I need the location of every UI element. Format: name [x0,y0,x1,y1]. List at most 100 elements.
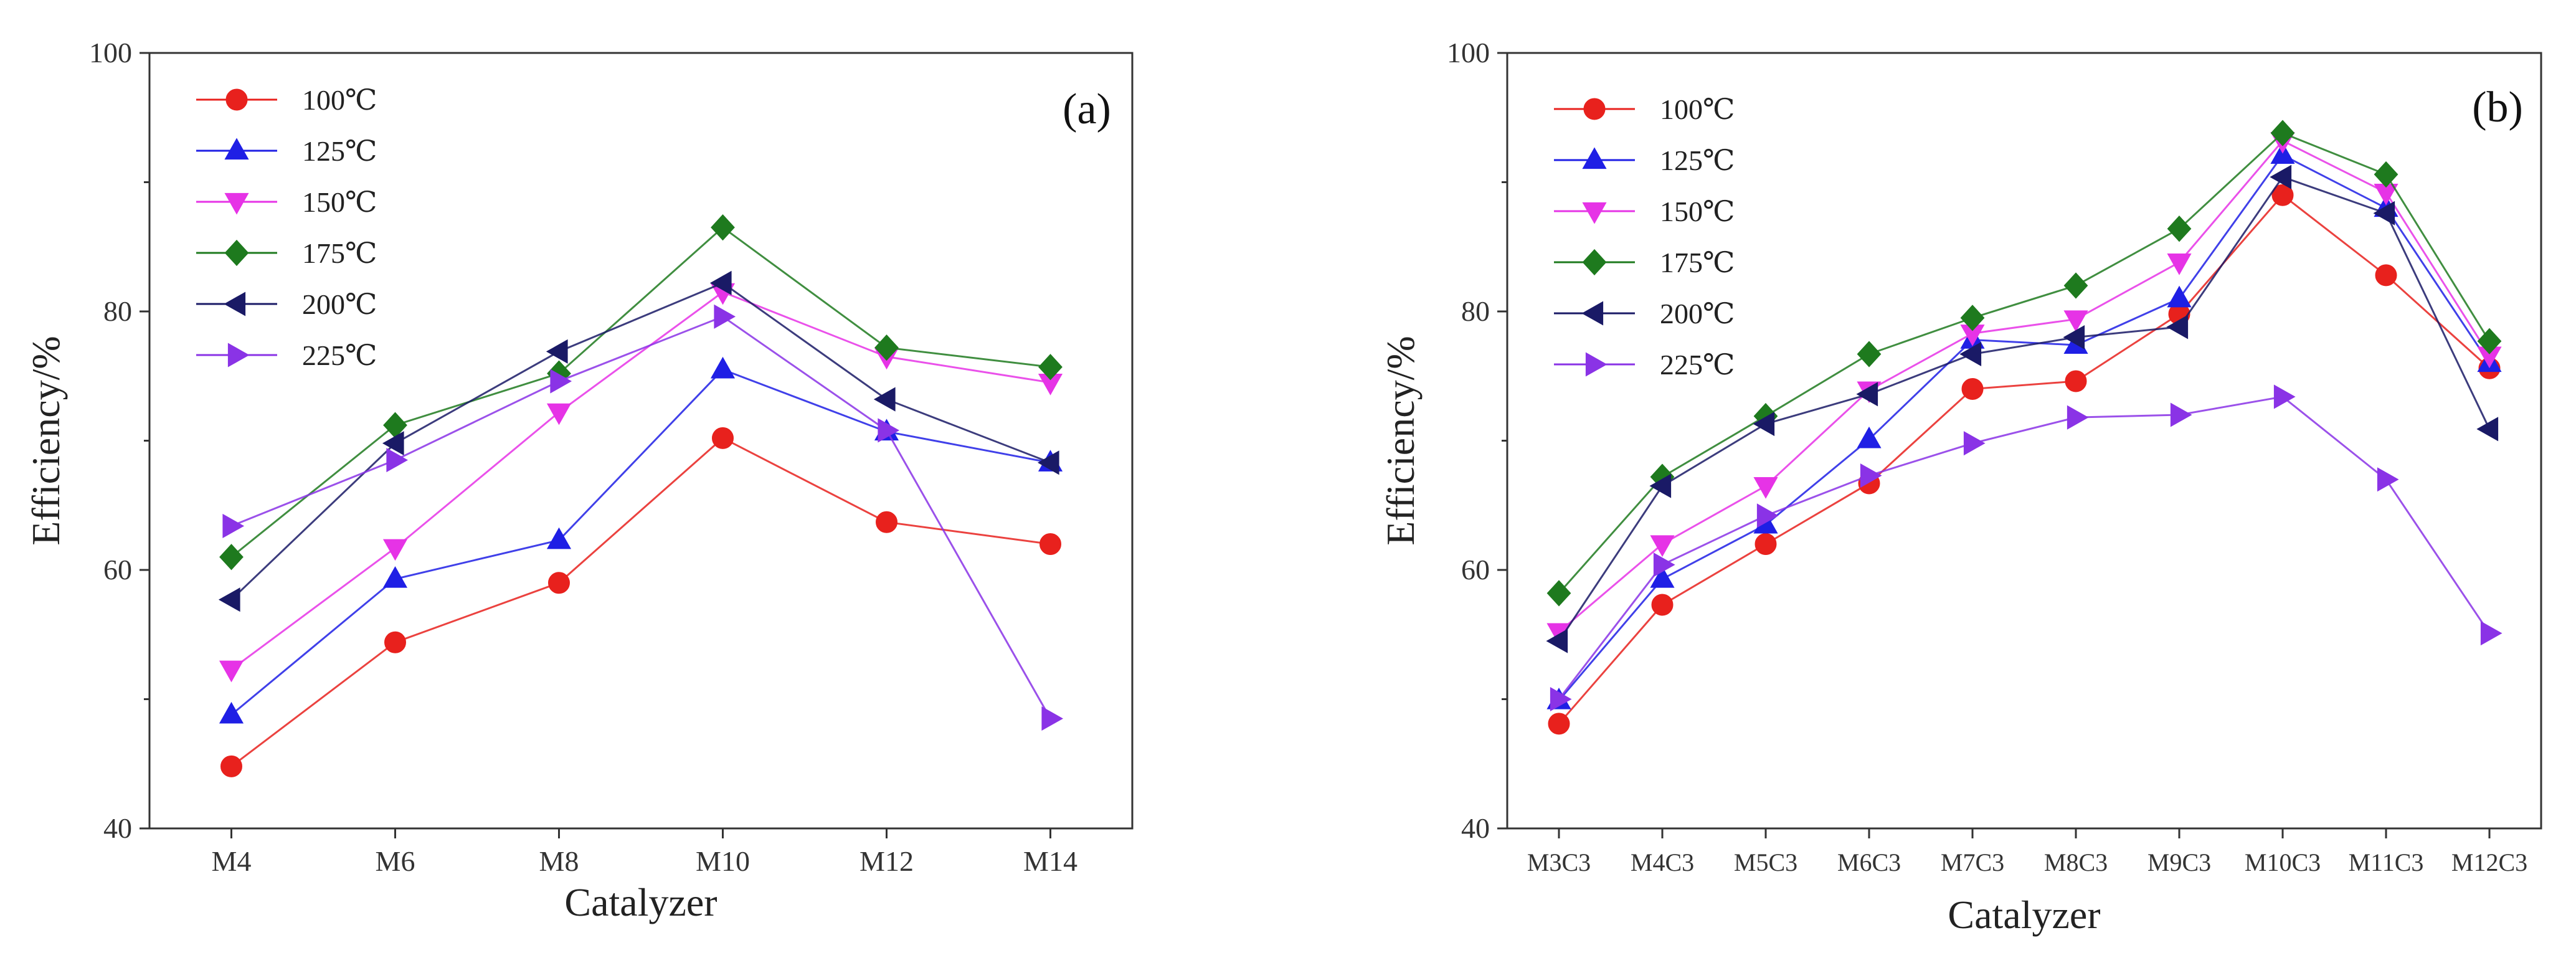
data-point [2271,184,2294,206]
series-a-1 [219,356,1063,724]
x-tick-label: M12C3 [2451,848,2527,876]
legend-label: 200℃ [1660,298,1735,330]
data-point [1961,378,1984,400]
panel-label-b: (b) [2472,83,2523,131]
legend-marker [224,292,246,316]
data-point [2063,272,2088,299]
data-point [2167,216,2192,242]
data-point [2166,315,2189,339]
data-point [2270,164,2292,189]
data-point [876,511,897,533]
data-point [1651,594,1674,616]
data-point [2477,328,2502,354]
data-point [1550,686,1572,712]
legend-label: 125℃ [302,135,377,167]
series-line [230,226,1051,558]
data-point [2065,370,2087,392]
data-point [548,572,570,594]
data-point [2270,120,2295,146]
data-point [2063,310,2088,333]
legend-b: 100℃ 125℃ 150℃ 175℃ 200℃ 225℃ [1554,93,1735,381]
x-axis-title: Catalyzer [564,880,717,924]
data-point [222,513,245,539]
legend-marker [1581,301,1604,326]
data-point [1650,535,1675,557]
series-a-0 [220,427,1061,777]
x-tick-label: M6C3 [1837,848,1901,876]
data-point [1857,341,1882,367]
series-b-4 [1546,164,2499,653]
y-tick-label: 100 [89,37,132,69]
series-b-5 [1550,384,2503,712]
data-point [878,418,900,443]
data-point [546,403,572,425]
legend-marker [1582,249,1607,276]
legend-label: 125℃ [1660,145,1735,176]
data-point [2377,467,2399,492]
legend-label: 100℃ [1660,93,1735,125]
x-tick-label: M4C3 [1631,848,1694,876]
y-tick-label: 80 [103,295,132,327]
data-point [1960,305,1985,331]
x-tick-label: M10C3 [2245,848,2321,876]
data-point [2373,201,2395,225]
data-point [2067,405,2089,430]
x-tick-label: M3C3 [1527,848,1591,876]
data-point [219,544,244,571]
series-line [1558,131,2491,594]
y-tick-label: 80 [1461,295,1490,327]
series-line [1558,154,2491,701]
data-point [384,631,406,653]
data-point [1038,354,1063,381]
series-line [230,437,1051,767]
data-point [1037,450,1059,475]
legend-marker [1583,98,1606,120]
series-a-4 [218,270,1059,612]
data-point [2063,325,2085,350]
data-point [711,214,735,241]
x-tick-label: M11C3 [2349,848,2424,876]
data-point [1653,552,1675,577]
y-tick-label: 40 [103,812,132,844]
series-line [1558,194,2491,724]
series-line [1558,396,2491,700]
data-point [550,369,572,394]
data-point [220,755,242,777]
data-point [218,587,240,612]
data-point [386,448,409,473]
x-tick-label: M5C3 [1734,848,1797,876]
x-tick-label: M10 [696,845,750,877]
legend-label: 175℃ [302,237,377,269]
y-axis-title: Efficiency/% [24,336,68,545]
x-tick-label: M8C3 [2044,848,2108,876]
data-point [1546,580,1571,607]
data-point [2167,254,2192,275]
y-tick-label: 100 [1447,37,1490,69]
x-tick-label: M14 [1023,845,1077,877]
legend-marker [227,343,250,367]
x-axis-title: Catalyzer [1948,893,2100,937]
legend-marker [1585,352,1608,377]
data-point [382,539,408,561]
series-line [230,315,1051,719]
series-line [230,368,1051,716]
data-point [710,356,736,379]
legend-label: 150℃ [302,186,377,218]
y-tick-label: 60 [1461,554,1490,586]
legend-marker [224,192,249,215]
data-point [1959,341,1982,367]
panel-label-a: (a) [1063,85,1111,133]
legend-label: 200℃ [302,288,377,320]
y-tick-label: 60 [103,554,132,586]
x-tick-label: M6 [376,845,415,877]
data-point [2476,417,2499,442]
x-tick-label: M8 [539,845,579,877]
legend-marker [1582,147,1607,169]
data-point [2480,621,2503,646]
data-point [546,339,568,364]
data-point [1753,477,1778,499]
legend-marker [225,88,248,111]
series-b-3 [1546,120,2502,607]
data-point [2273,384,2296,409]
x-tick-label: M9C3 [2147,848,2211,876]
